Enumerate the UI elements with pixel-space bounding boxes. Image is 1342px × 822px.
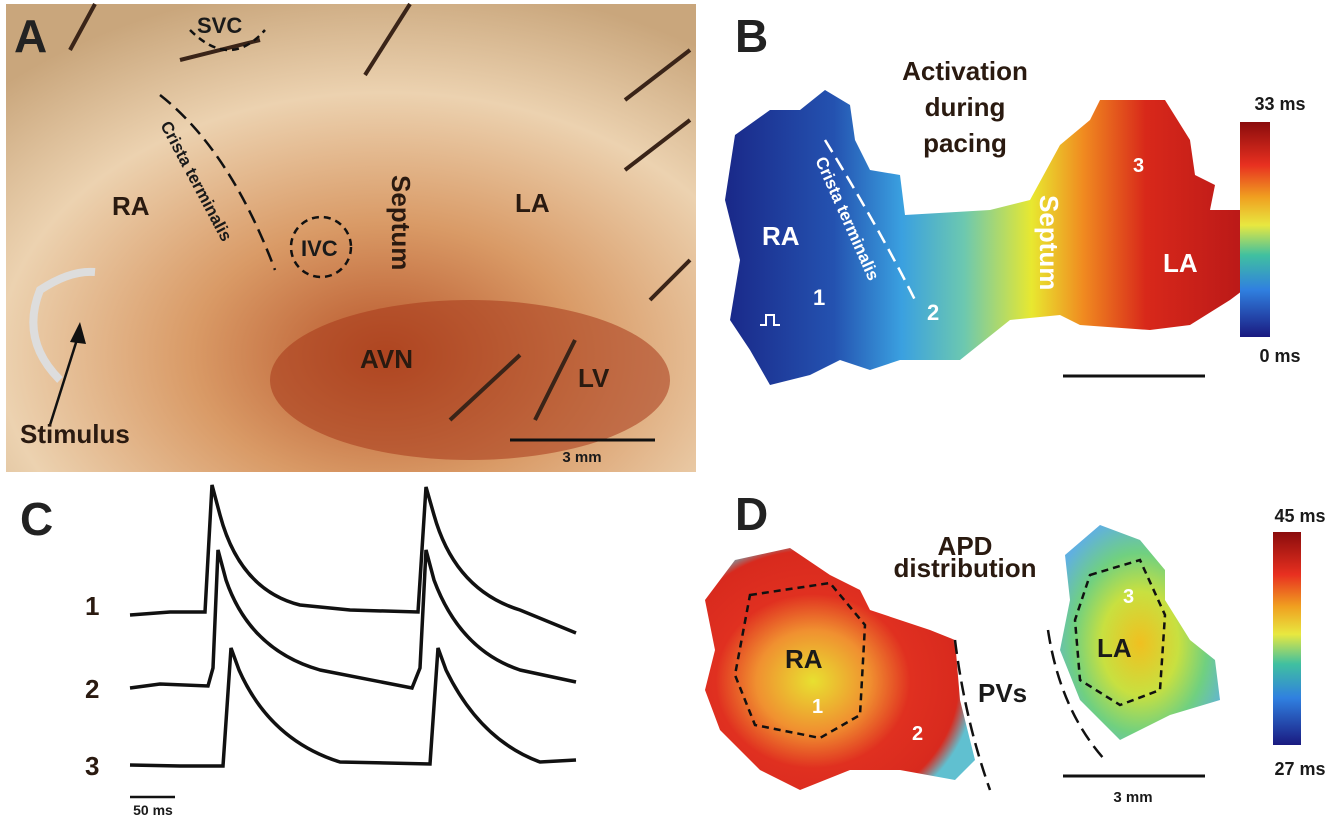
scale-label: 3 mm — [1113, 789, 1152, 806]
label: RA — [762, 221, 800, 251]
colorbar-max: 45 ms — [1274, 506, 1325, 526]
trace-label: 2 — [85, 674, 99, 704]
label: LA — [1097, 633, 1132, 663]
tissue-region — [270, 300, 670, 460]
label: Septum — [1034, 195, 1064, 290]
colorbar — [1273, 532, 1301, 745]
panel-label: A — [14, 10, 47, 62]
colorbar-min: 0 ms — [1259, 346, 1300, 366]
label: 1 — [813, 285, 825, 310]
apd-map-ra — [705, 548, 975, 790]
panel-b: B Activation during pacing Crista termin… — [725, 10, 1306, 385]
trace-label: 1 — [85, 591, 99, 621]
label: Septum — [386, 175, 416, 270]
colorbar — [1240, 122, 1270, 337]
scale-label: 50 ms — [133, 802, 173, 818]
title-line: pacing — [923, 128, 1007, 158]
trace-label: 3 — [85, 751, 99, 781]
panel-label: B — [735, 10, 768, 62]
panel-c — [130, 485, 576, 797]
trace — [130, 485, 576, 633]
label: 2 — [912, 723, 923, 745]
panel-label: D — [735, 488, 768, 540]
label: RA — [785, 644, 823, 674]
label: PVs — [978, 678, 1027, 708]
label: 1 — [812, 696, 823, 718]
label: Stimulus — [20, 419, 130, 449]
label: 3 — [1123, 586, 1134, 608]
scale-label: 3 mm — [562, 449, 601, 466]
apd-map-la — [1060, 525, 1220, 740]
label: LA — [1163, 248, 1198, 278]
label: SVC — [197, 13, 242, 38]
panel-a: A SVC Crista terminalis RA IVC Septum LA… — [6, 4, 696, 472]
panel-label: C — [20, 493, 53, 545]
label: IVC — [301, 236, 338, 261]
label: RA — [112, 191, 150, 221]
label: AVN — [360, 344, 413, 374]
label: 3 — [1133, 155, 1144, 177]
title-line: during — [925, 92, 1006, 122]
label: LA — [515, 188, 550, 218]
figure: A SVC Crista terminalis RA IVC Septum LA… — [0, 0, 1342, 822]
trace — [130, 550, 576, 688]
colorbar-max: 33 ms — [1254, 94, 1305, 114]
label: LV — [578, 363, 610, 393]
label: 2 — [927, 300, 939, 325]
colorbar-min: 27 ms — [1274, 759, 1325, 779]
panel-d: D APD distribution RA 1 2 PVs LA 3 3 mm … — [705, 488, 1326, 806]
title-line: distribution — [894, 553, 1037, 583]
title-line: Activation — [902, 56, 1028, 86]
